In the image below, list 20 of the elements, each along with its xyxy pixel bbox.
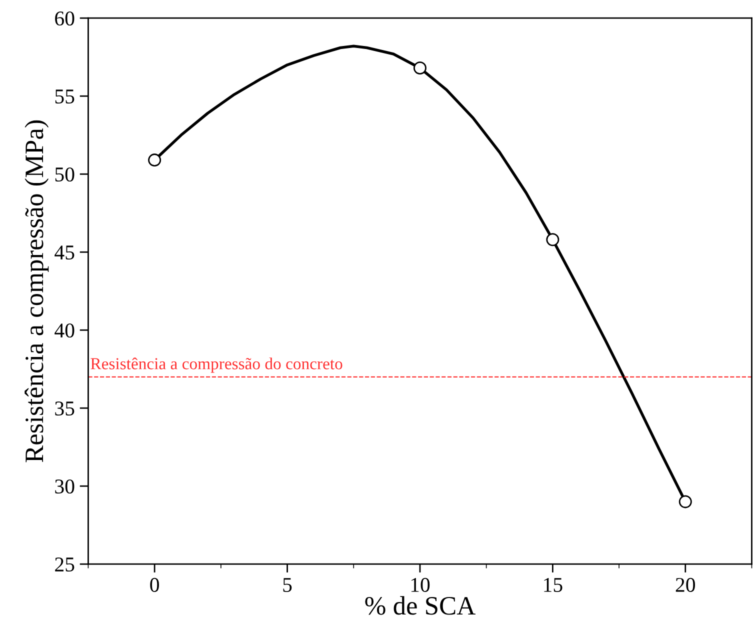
point [413, 62, 426, 75]
x-tick-label: 5 [283, 578, 292, 592]
x-tick-label: 10 [411, 578, 430, 592]
y-tick-label: 60 [55, 11, 74, 26]
y-tick-label: 35 [55, 402, 74, 416]
point [678, 495, 692, 508]
y-tick-label: 30 [55, 479, 74, 494]
x-tick-label: 15 [544, 578, 562, 592]
y-tick-label: 55 [55, 90, 74, 104]
point [546, 233, 560, 246]
ref-line-label: Resistência a compressão do concreto [90, 358, 342, 373]
x-tick-label: 0 [150, 578, 159, 592]
y-tick-label: 50 [55, 167, 74, 182]
y-tick-label: 25 [55, 558, 74, 572]
y-tick-label: 40 [54, 323, 74, 338]
point [148, 154, 162, 167]
y-tick-label: 45 [54, 246, 74, 260]
x-tick-label: 20 [676, 578, 696, 592]
y-axis-title: Resistência a compressão (MPa) [24, 120, 49, 462]
x-axis-title: % de SCA [365, 596, 476, 615]
